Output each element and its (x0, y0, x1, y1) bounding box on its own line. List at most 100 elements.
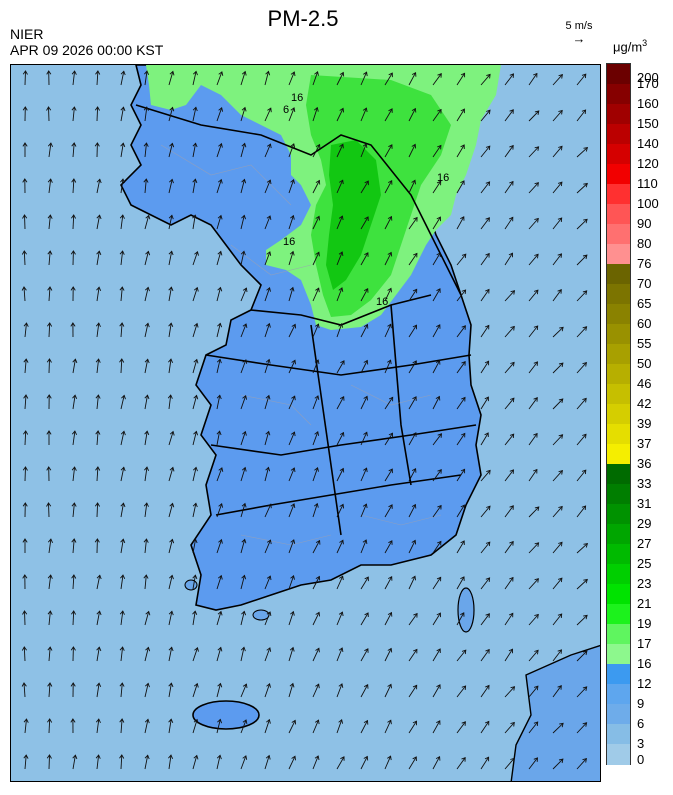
wind-arrow (120, 575, 124, 590)
colorbar-segment (607, 444, 630, 465)
wind-arrow-head (167, 394, 173, 399)
wind-arrow (240, 107, 246, 122)
wind-arrow-head (533, 325, 539, 331)
wind-arrow-head (23, 322, 29, 327)
wind-arrow-head (290, 574, 295, 580)
wind-arrow (360, 180, 369, 194)
wind-arrow (480, 109, 491, 122)
colorbar-tick-label: 23 (637, 576, 652, 591)
wind-arrow-head (193, 718, 199, 724)
wind-arrow (552, 362, 564, 374)
wind-arrow-head (509, 540, 514, 546)
wind-arrow-head (95, 718, 101, 723)
wind-arrow-head (508, 612, 514, 618)
wind-arrow-head (217, 682, 223, 688)
wind-arrow-head (509, 469, 515, 474)
wind-arrow (96, 106, 99, 122)
wind-arrow-head (510, 325, 515, 331)
wind-arrow (72, 431, 76, 446)
wind-arrow (312, 503, 318, 518)
wind-arrow (456, 649, 467, 662)
pm-region-23-27 (326, 140, 381, 290)
wind-arrow (528, 433, 538, 446)
wind-arrow (240, 611, 245, 626)
wind-arrow (120, 71, 125, 86)
pm25-concentration-map[interactable]: 6 16 16 16 16 (10, 64, 601, 782)
wind-arrow-head (217, 574, 223, 580)
colorbar-segment (607, 744, 630, 765)
wind-arrow (384, 540, 393, 554)
wind-arrow-head (436, 252, 441, 258)
colorbar-tick-label: 16 (637, 656, 652, 671)
wind-arrow-head (193, 286, 199, 292)
colorbar-segment (607, 464, 630, 485)
wind-arrow (48, 682, 51, 698)
wind-arrow-head (266, 286, 271, 292)
wind-arrow (264, 108, 272, 122)
colorbar-segment (607, 424, 630, 445)
wind-arrow (216, 107, 223, 122)
map-canvas[interactable]: 6 16 16 16 16 (11, 65, 601, 782)
wind-arrow-head (168, 178, 174, 184)
colorbar-tick-label: 110 (637, 176, 658, 191)
contour-label: 6 (283, 104, 289, 116)
wind-arrow (192, 611, 196, 626)
wind-arrow (504, 758, 515, 770)
wind-arrow (264, 467, 269, 482)
wind-arrow-head (290, 71, 296, 77)
colorbar-tick-label: 42 (637, 396, 652, 411)
wind-arrow (216, 179, 222, 194)
wind-arrow-head (119, 682, 125, 687)
wind-arrow (528, 650, 539, 662)
wind-arrow (456, 216, 465, 230)
wind-arrow (576, 73, 587, 86)
wind-arrow (456, 180, 465, 194)
wind-arrow-head (96, 574, 102, 580)
wind-arrow-head (240, 646, 246, 652)
wind-arrow (312, 648, 320, 662)
wind-arrow-head (192, 70, 198, 76)
wind-arrow (96, 719, 100, 734)
colorbar-tick-label: 12 (637, 676, 652, 691)
wind-arrow (168, 251, 173, 266)
wind-arrow-head (557, 649, 563, 654)
wind-arrow (432, 181, 442, 194)
wind-arrow (192, 539, 197, 554)
wind-arrow (480, 325, 490, 338)
wind-arrow-head (216, 754, 222, 760)
wind-arrow-head (411, 539, 417, 545)
wind-arrow (168, 395, 172, 410)
wind-arrow-head (71, 466, 77, 471)
wind-arrow (408, 72, 416, 86)
wind-arrow-head (119, 250, 125, 255)
wind-arrow (96, 755, 100, 770)
wind-arrow-head (218, 106, 224, 112)
wind-arrow-head (168, 646, 174, 652)
wind-arrow (288, 396, 296, 410)
wind-arrow-head (192, 502, 198, 508)
island (457, 587, 475, 633)
wind-arrow-head (534, 649, 539, 655)
wind-arrow-head (484, 756, 490, 762)
wind-arrow-head (558, 469, 563, 475)
wind-arrow-head (266, 322, 271, 328)
wind-reference-label: 5 m/s (565, 20, 593, 32)
colorbar-tick-label: 37 (637, 436, 652, 451)
wind-arrow-head (290, 178, 295, 184)
wind-arrow (552, 722, 564, 734)
wind-arrow-head (96, 286, 102, 291)
wind-arrow (432, 433, 442, 446)
wind-arrow (504, 252, 513, 266)
wind-arrow (120, 754, 123, 770)
wind-arrow (216, 539, 222, 554)
wind-arrow-head (387, 179, 393, 185)
wind-arrow-head (435, 755, 441, 761)
colorbar-segment (607, 284, 630, 305)
wind-arrow (96, 251, 100, 266)
wind-arrow-head (289, 682, 295, 688)
wind-arrow (120, 647, 124, 662)
wind-arrow (24, 214, 26, 230)
wind-arrow (408, 685, 418, 698)
wind-arrow (288, 467, 295, 482)
wind-arrow (360, 107, 367, 122)
